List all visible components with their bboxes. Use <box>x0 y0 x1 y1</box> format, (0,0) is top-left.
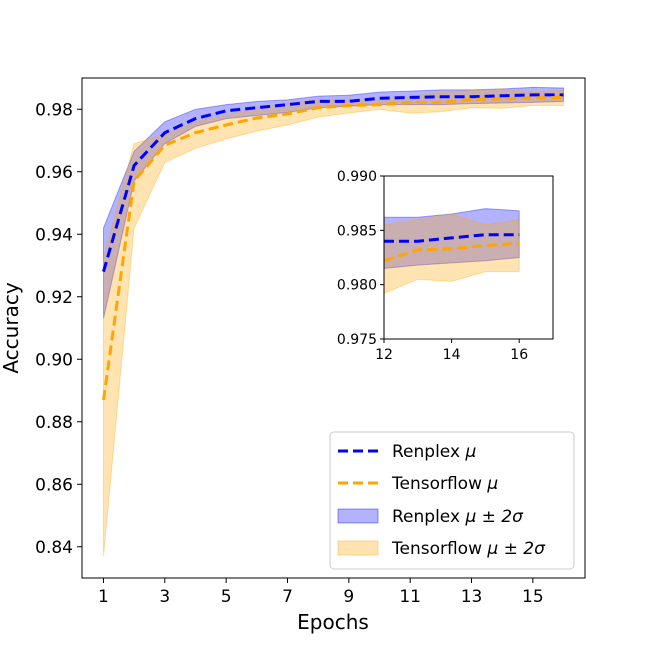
legend-box <box>329 431 575 570</box>
legend-swatch-tensorflow-band <box>337 540 379 556</box>
x-tick-label: 3 <box>159 587 170 607</box>
inset-y-tick-label: 0.985 <box>337 223 377 239</box>
inset-tensorflow-line <box>383 241 520 263</box>
x-tick-label: 15 <box>522 587 544 607</box>
x-axis-ticks: 1 3 5 7 9 11 13 15 <box>98 578 544 607</box>
inset-y-tick-label: 0.980 <box>337 278 377 294</box>
legend-label-renplex-mean: Renplex μ <box>392 442 476 462</box>
y-axis-ticks: 0.84 0.86 0.88 0.90 0.92 0.94 0.96 0.98 <box>35 100 82 558</box>
renplex-band <box>103 86 564 319</box>
x-tick-label: 11 <box>399 587 421 607</box>
inset-x-ticks: 12 14 16 <box>375 339 528 363</box>
main-mean-lines <box>102 93 564 401</box>
y-tick-label: 0.96 <box>35 163 73 183</box>
x-tick-label: 5 <box>221 587 232 607</box>
x-axis-title: Epochs <box>297 610 369 634</box>
y-tick-label: 0.84 <box>35 538 73 558</box>
inset-background <box>384 176 553 339</box>
inset-frame <box>383 175 554 340</box>
inset-y-tick-label: 0.990 <box>337 169 377 185</box>
inset-x-tick-label: 16 <box>510 347 528 363</box>
legend: Renplex μ Tensorflow μ Renplex μ ± 2σ Te… <box>329 431 575 570</box>
x-tick-label: 13 <box>461 587 483 607</box>
y-tick-label: 0.86 <box>35 475 73 495</box>
x-tick-label: 9 <box>343 587 354 607</box>
y-tick-label: 0.98 <box>35 100 73 120</box>
inset-mean-lines <box>383 233 520 263</box>
inset-tensorflow-band <box>383 213 520 295</box>
y-tick-label: 0.90 <box>35 350 73 370</box>
y-tick-label: 0.94 <box>35 225 73 245</box>
legend-label-renplex-band: Renplex μ ± 2σ <box>392 507 524 527</box>
x-tick-label: 7 <box>282 587 293 607</box>
tensorflow-line <box>102 95 564 401</box>
legend-swatch-renplex-band <box>337 508 379 524</box>
legend-label-tensorflow-mean: Tensorflow μ <box>391 474 498 494</box>
inset-renplex-line <box>384 233 520 243</box>
inset-x-tick-label: 14 <box>443 347 461 363</box>
y-tick-label: 0.92 <box>35 288 73 308</box>
x-tick-label: 1 <box>98 587 109 607</box>
main-plot-frame <box>81 77 586 579</box>
inset-y-tick-label: 0.975 <box>337 332 377 348</box>
inset-x-tick-label: 12 <box>375 347 393 363</box>
legend-label-tensorflow-band: Tensorflow μ ± 2σ <box>391 539 546 559</box>
inset-y-ticks: 0.975 0.980 0.985 0.990 <box>337 169 384 348</box>
y-axis-title: Accuracy <box>0 282 23 373</box>
renplex-line <box>102 93 564 273</box>
inset-axes: 12 14 16 0.975 0.980 0.985 0.990 <box>337 169 554 363</box>
y-tick-label: 0.88 <box>35 413 73 433</box>
